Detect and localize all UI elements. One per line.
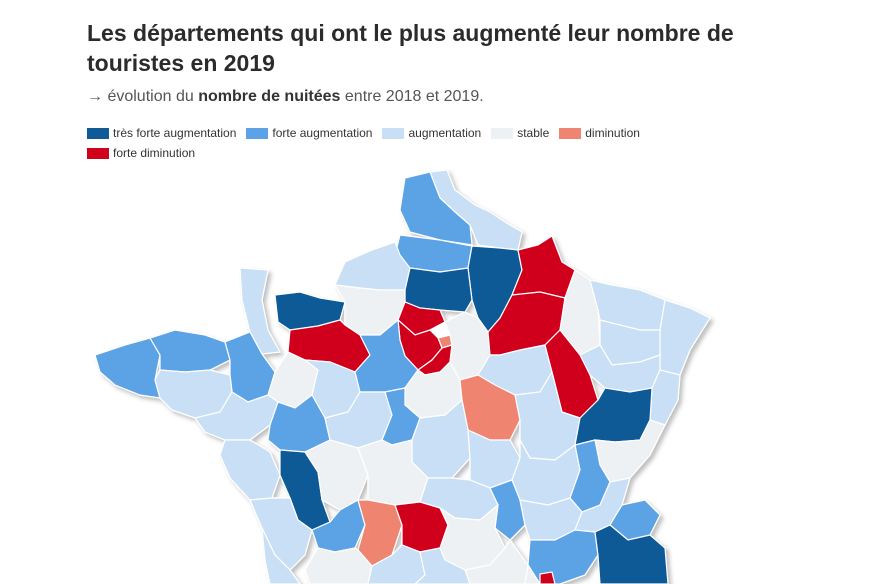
map-subtitle: → évolution du nombre de nuitées entre 2… bbox=[87, 88, 484, 106]
department-gironde[interactable] bbox=[261, 527, 301, 584]
subtitle-rest-text: entre 2018 et 2019. bbox=[344, 88, 484, 105]
subtitle-bold-text: nombre de nuitées bbox=[198, 88, 341, 105]
department-vendee[interactable] bbox=[219, 439, 281, 501]
map-title: Les départements qui ont le plus augment… bbox=[87, 20, 734, 76]
department-haute-loire[interactable] bbox=[464, 538, 529, 584]
department-ardennes[interactable] bbox=[511, 235, 576, 299]
legend-swatch bbox=[491, 127, 514, 139]
legend-item-tres-forte[interactable]: très forte augmentation bbox=[87, 126, 236, 140]
legend-item-stable[interactable]: stable bbox=[491, 126, 549, 140]
legend-item-augmentation[interactable]: augmentation bbox=[382, 126, 481, 140]
subtitle-arrow-text: → évolution du bbox=[87, 88, 194, 105]
legend-item-forte-diminution[interactable]: forte diminution bbox=[87, 146, 195, 160]
department-finistere[interactable] bbox=[94, 337, 161, 399]
legend-label: augmentation bbox=[408, 126, 482, 140]
legend-swatch bbox=[87, 147, 109, 159]
department-savoie[interactable] bbox=[594, 524, 669, 584]
department-drome[interactable] bbox=[524, 563, 541, 584]
legend-label: forte augmentation bbox=[272, 126, 373, 140]
legend: très forte augmentation forte augmentati… bbox=[87, 126, 727, 160]
legend-item-forte[interactable]: forte augmentation bbox=[246, 126, 372, 140]
legend-label: diminution bbox=[585, 126, 640, 140]
department-ardeche[interactable] bbox=[539, 571, 556, 584]
department-manche[interactable] bbox=[239, 267, 281, 355]
legend-label: très forte augmentation bbox=[113, 126, 237, 140]
legend-swatch bbox=[559, 127, 582, 139]
legend-swatch bbox=[87, 127, 109, 139]
legend-swatch bbox=[246, 127, 269, 139]
legend-label: forte diminution bbox=[113, 146, 196, 160]
legend-label: stable bbox=[517, 126, 550, 140]
department-pas-de-calais[interactable] bbox=[399, 171, 473, 246]
legend-item-diminution[interactable]: diminution bbox=[559, 126, 640, 140]
legend-swatch bbox=[382, 127, 405, 139]
department-bas-rhin[interactable] bbox=[659, 299, 711, 376]
department-cotes-d-armor[interactable] bbox=[149, 329, 231, 373]
